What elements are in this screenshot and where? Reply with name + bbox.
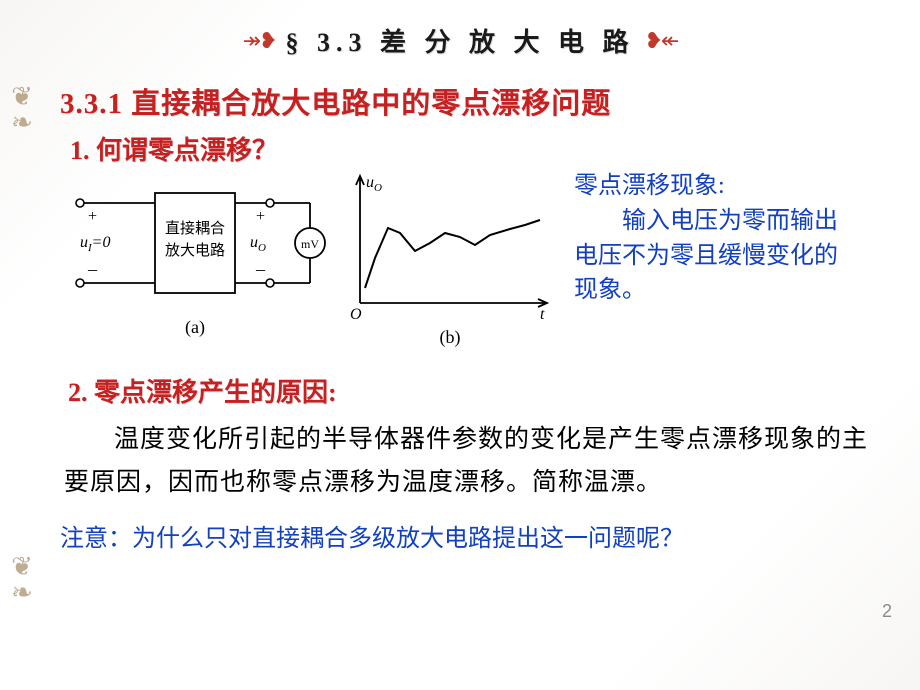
figure-row: + – + – uI=0 uO 直接耦合 放大电路 mV (a) (60, 173, 880, 348)
svg-text:+: + (256, 208, 265, 225)
figure-b: uO O t (b) (350, 173, 550, 348)
svg-text:mV: mV (301, 237, 319, 251)
section-title: 3.3.1 直接耦合放大电路中的零点漂移问题 (60, 80, 880, 122)
svg-text:t: t (540, 306, 545, 323)
header-deco-right: ❥↞ (645, 28, 678, 54)
svg-text:直接耦合: 直接耦合 (165, 220, 225, 237)
svg-text:O: O (350, 306, 362, 323)
figure-a-label: (a) (60, 317, 330, 338)
figures: + – + – uI=0 uO 直接耦合 放大电路 mV (a) (60, 173, 550, 348)
svg-text:uI=0: uI=0 (80, 234, 110, 254)
slide-content: 3.3.1 直接耦合放大电路中的零点漂移问题 1. 何谓零点漂移？ (60, 80, 880, 558)
svg-text:放大电路: 放大电路 (165, 242, 225, 259)
svg-text:uO: uO (250, 234, 266, 254)
cause-body: 温度变化所引起的半导体器件参数的变化是产生零点漂移现象的主要原因，因而也称零点漂… (64, 419, 870, 504)
question-1: 1. 何谓零点漂移？ (70, 130, 880, 167)
note: 注意：为什么只对直接耦合多级放大电路提出这一问题呢？ (60, 520, 880, 558)
figure-a: + – + – uI=0 uO 直接耦合 放大电路 mV (a) (60, 173, 330, 348)
header-deco-left: ↠❥ (243, 28, 276, 54)
drift-explanation: 零点漂移现象: 输入电压为零而输出电压不为零且缓慢变化的现象。 (574, 169, 844, 308)
svg-text:–: – (87, 259, 98, 279)
figure-b-label: (b) (350, 327, 550, 348)
page-number: 2 (882, 601, 892, 622)
explanation-body: 输入电压为零而输出电压不为零且缓慢变化的现象。 (574, 204, 844, 308)
drift-graph-icon: uO O t (350, 173, 550, 323)
header-title: § 3.3 差 分 放 大 电 路 (285, 22, 634, 59)
question-2: 2. 零点漂移产生的原因: (68, 372, 880, 409)
svg-text:+: + (88, 208, 97, 225)
svg-text:uO: uO (366, 174, 382, 194)
explanation-heading: 零点漂移现象: (574, 169, 844, 204)
circuit-diagram-icon: + – + – uI=0 uO 直接耦合 放大电路 mV (60, 173, 330, 313)
svg-text:–: – (255, 259, 266, 279)
slide-header: ↠❥ § 3.3 差 分 放 大 电 路 ❥↞ (0, 22, 920, 59)
